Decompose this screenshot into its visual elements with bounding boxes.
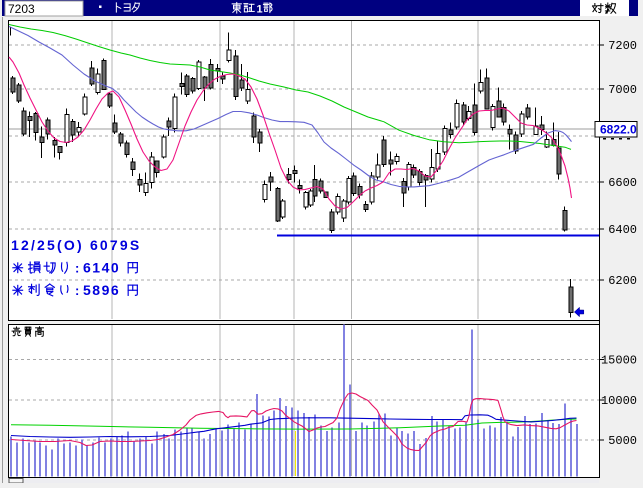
svg-text:1: 1 xyxy=(257,4,263,16)
svg-text::: : xyxy=(75,283,79,298)
svg-text:5000: 5000 xyxy=(608,434,637,448)
svg-text:6400: 6400 xyxy=(608,223,637,237)
svg-text:6822.0: 6822.0 xyxy=(600,123,637,137)
svg-text:6140: 6140 xyxy=(83,260,120,276)
svg-text:15000: 15000 xyxy=(601,354,637,368)
svg-text:6600: 6600 xyxy=(608,176,637,190)
svg-text:10000: 10000 xyxy=(601,394,637,408)
svg-text:7200: 7200 xyxy=(608,39,637,53)
svg-text:6200: 6200 xyxy=(608,274,637,288)
svg-text:5896: 5896 xyxy=(83,282,120,298)
svg-text:12/25(O) 6079S: 12/25(O) 6079S xyxy=(11,237,141,253)
svg-text:7000: 7000 xyxy=(608,83,637,97)
svg-text:7203: 7203 xyxy=(8,2,35,16)
svg-text::: : xyxy=(75,261,79,276)
